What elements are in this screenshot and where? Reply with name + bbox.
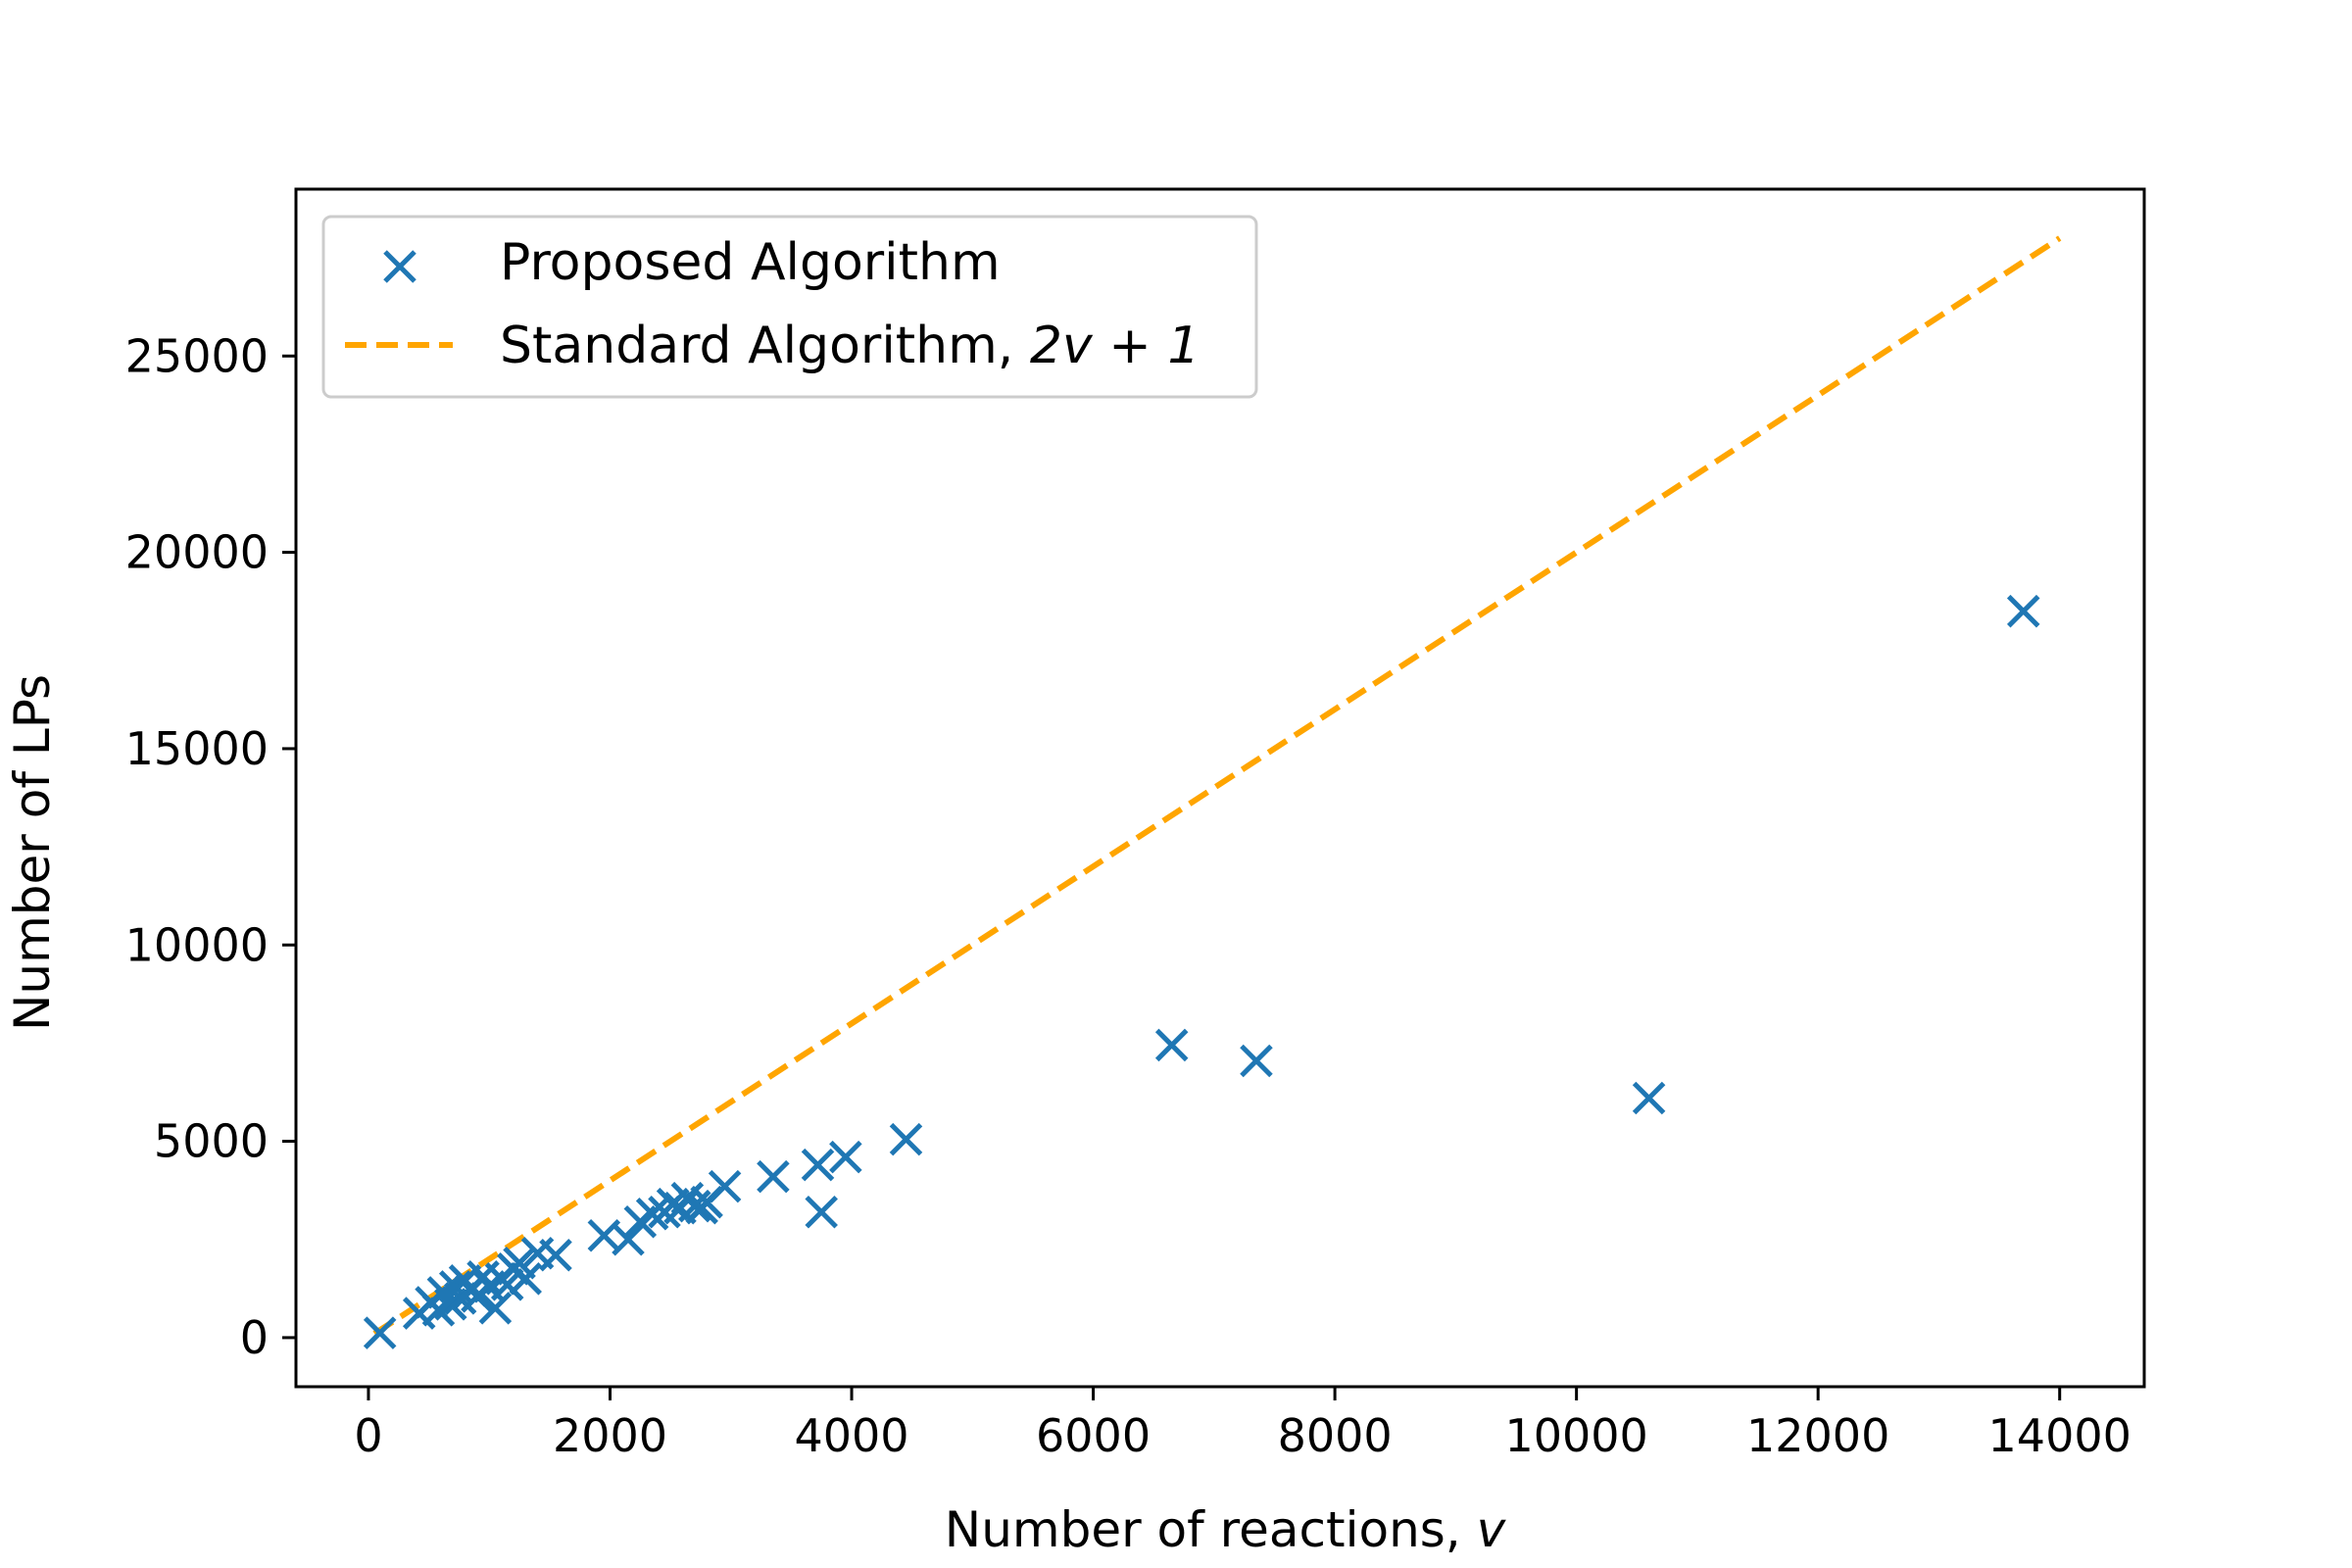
data-point [635,1197,669,1231]
data-point [757,1159,790,1194]
data-point [478,1292,513,1325]
data-point [363,1316,397,1349]
x-tick-label: 10000 [1504,1409,1647,1462]
data-point [889,1122,923,1156]
x-tick-label: 12000 [1746,1409,1889,1462]
data-point [2006,594,2040,628]
data-point [805,1195,838,1229]
x-tick-label: 14000 [1988,1409,2132,1462]
legend-marker-proposed [383,250,416,283]
x-axis-label: Number of reactions, v [945,1501,1507,1558]
data-point [708,1169,742,1203]
data-point [612,1222,645,1256]
legend: Proposed Algorithm Standard Algorithm, 2… [321,215,1258,399]
axes-frame [294,187,2146,1389]
data-point [829,1140,862,1174]
axis-ticks: 0 2000 4000 6000 8000 10000 12000 14000 0 5000 100… [125,329,2132,1462]
legend-label-standard: Standard Algorithm, 2v + 1 [500,317,1200,375]
data-point [1240,1044,1273,1078]
x-tick-label: 6000 [1036,1409,1151,1462]
series-line-standard-algorithm [372,235,2062,1337]
legend-box [321,215,1258,399]
legend-x-marker [383,250,416,283]
x-tick-label: 2000 [553,1409,667,1462]
y-tick-label: 25000 [125,329,269,382]
y-tick-label: 15000 [125,722,269,775]
y-tick-label: 10000 [125,918,269,971]
data-point [1154,1028,1189,1062]
plot-frame [294,187,2146,1389]
legend-label-proposed: Proposed Algorithm [500,233,1001,292]
data-point [539,1239,572,1272]
y-tick-label: 20000 [125,526,269,579]
data-point [509,1262,542,1296]
data-point [801,1148,835,1182]
y-tick-label: 0 [240,1311,269,1364]
data-point [678,1189,711,1223]
x-tick-label: 4000 [794,1409,908,1462]
y-tick-label: 5000 [154,1115,269,1168]
x-tick-label: 8000 [1278,1409,1393,1462]
data-layer [363,235,2062,1349]
y-axis-label: Number of LPs [4,674,61,1031]
x-tick-label: 0 [354,1409,382,1462]
data-point [1632,1081,1666,1115]
